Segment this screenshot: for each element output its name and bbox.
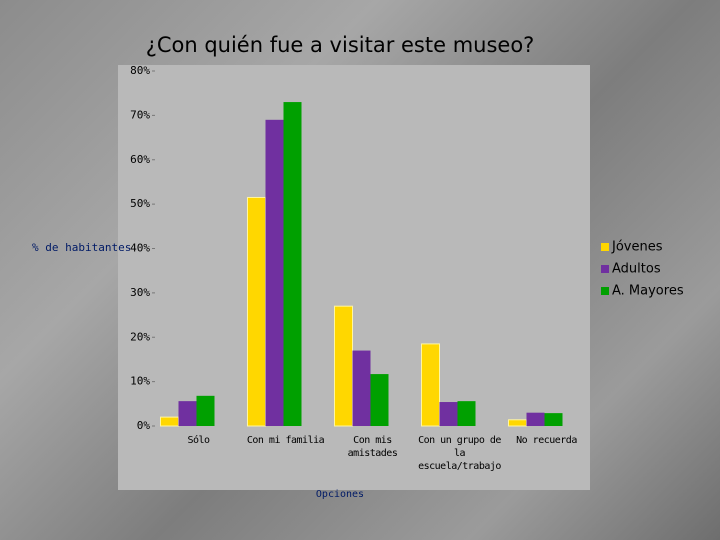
y-tick-label: 70% <box>130 108 150 121</box>
x-tick-label: Con mis amistades <box>347 435 398 459</box>
y-tick-label: 0% <box>137 419 151 432</box>
bar <box>352 350 371 426</box>
y-tick-label: 30% <box>130 286 150 299</box>
x-axis-label: Opciones <box>316 489 364 500</box>
legend-swatch <box>601 243 609 251</box>
bar <box>457 401 476 426</box>
legend-label: Adultos <box>612 262 661 277</box>
x-tick-label: Sólo <box>187 435 210 446</box>
bar <box>247 196 266 427</box>
bar <box>370 374 389 426</box>
x-tick-label: Con un grupo de la escuela/trabajo <box>418 435 501 472</box>
bar <box>160 416 179 427</box>
bar <box>421 343 440 427</box>
chart-title: ¿Con quién fue a visitar este museo? <box>146 33 535 57</box>
y-tick-label: 20% <box>130 330 150 343</box>
bar <box>178 401 197 426</box>
bar <box>196 395 215 426</box>
y-tick-label: 50% <box>130 197 150 210</box>
legend-swatch <box>601 265 609 273</box>
x-tick-label: No recuerda <box>516 435 577 446</box>
legend-label: A. Mayores <box>612 284 684 299</box>
bar <box>265 119 284 426</box>
bar <box>334 305 353 427</box>
y-tick-label: 40% <box>130 242 150 255</box>
bar <box>283 102 302 426</box>
y-tick-label: 60% <box>130 153 150 166</box>
y-axis-label: % de habitantes <box>32 241 131 254</box>
legend-swatch <box>601 287 609 295</box>
bar <box>439 402 458 426</box>
x-tick-label: Con mi familia <box>246 435 325 446</box>
bar <box>526 412 545 426</box>
bar <box>508 419 527 427</box>
y-tick-label: 10% <box>130 375 150 388</box>
y-tick-label: 80% <box>130 64 150 77</box>
legend-label: Jóvenes <box>611 240 663 255</box>
bar <box>544 413 563 426</box>
